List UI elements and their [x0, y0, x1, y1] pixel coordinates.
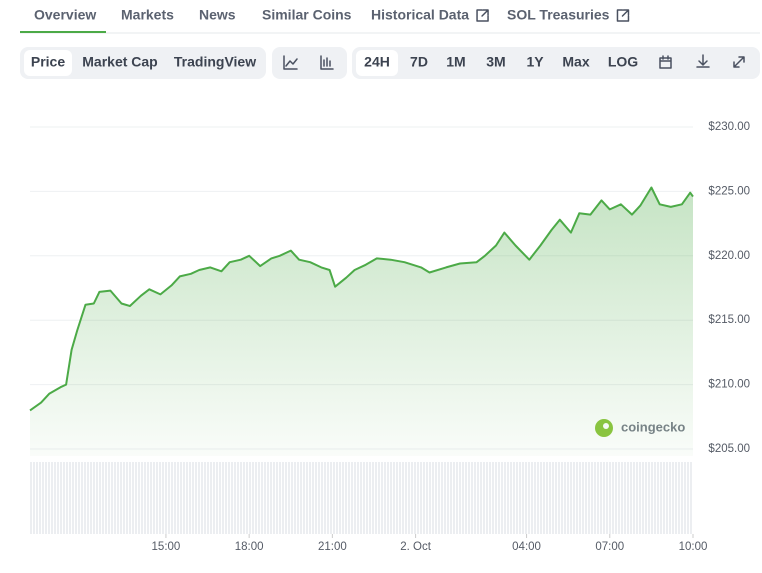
- view-group: [20, 47, 266, 79]
- nav-tab[interactable]: Overview: [34, 7, 96, 23]
- x-tick-label: 18:00: [235, 541, 264, 553]
- active-button: [24, 50, 72, 76]
- type-group: [272, 47, 347, 79]
- x-tick-label: 04:00: [512, 541, 541, 553]
- x-tick-label: 07:00: [595, 541, 624, 553]
- active-button: [356, 50, 398, 76]
- candle-icon[interactable]: [320, 55, 334, 70]
- range-button[interactable]: 3M: [486, 54, 505, 70]
- range-button[interactable]: 7D: [410, 54, 428, 70]
- y-tick-label: $230.00: [708, 121, 750, 133]
- nav-tab[interactable]: SOL Treasuries: [507, 7, 610, 23]
- nav-tab[interactable]: Similar Coins: [262, 7, 352, 23]
- area-fill: [30, 187, 693, 456]
- external-link-icon[interactable]: [616, 9, 630, 22]
- x-tick-label: 15:00: [152, 541, 181, 553]
- view-button[interactable]: TradingView: [174, 54, 256, 70]
- y-tick-label: $205.00: [708, 443, 750, 455]
- download-icon[interactable]: [696, 54, 710, 68]
- range-button[interactable]: 24H: [364, 54, 390, 70]
- volume-bars: [30, 462, 693, 534]
- range-button[interactable]: 1Y: [526, 54, 544, 70]
- y-tick-label: $220.00: [708, 250, 750, 262]
- y-tick-label: $215.00: [708, 314, 750, 326]
- price-line: [29, 186, 694, 412]
- calendar-icon[interactable]: [659, 55, 672, 69]
- view-button[interactable]: Market Cap: [82, 54, 157, 70]
- nav-tab[interactable]: Markets: [121, 7, 174, 23]
- x-tick-label: 21:00: [318, 541, 347, 553]
- external-link-icon[interactable]: [476, 9, 489, 22]
- nav-tab[interactable]: Historical Data: [371, 7, 469, 23]
- range-button[interactable]: 1M: [446, 54, 465, 70]
- view-button[interactable]: Price: [31, 54, 65, 70]
- y-tick-label: $225.00: [708, 185, 750, 197]
- line-chart-icon[interactable]: [283, 55, 298, 70]
- range-button[interactable]: Max: [562, 54, 589, 70]
- nav-tab[interactable]: News: [199, 7, 236, 23]
- range-button[interactable]: LOG: [608, 54, 638, 70]
- x-tick-label: 2. Oct: [400, 541, 431, 553]
- expand-icon[interactable]: [733, 56, 745, 68]
- x-tick-label: 10:00: [679, 541, 708, 553]
- y-tick-label: $210.00: [708, 379, 750, 391]
- range-group: [352, 47, 760, 79]
